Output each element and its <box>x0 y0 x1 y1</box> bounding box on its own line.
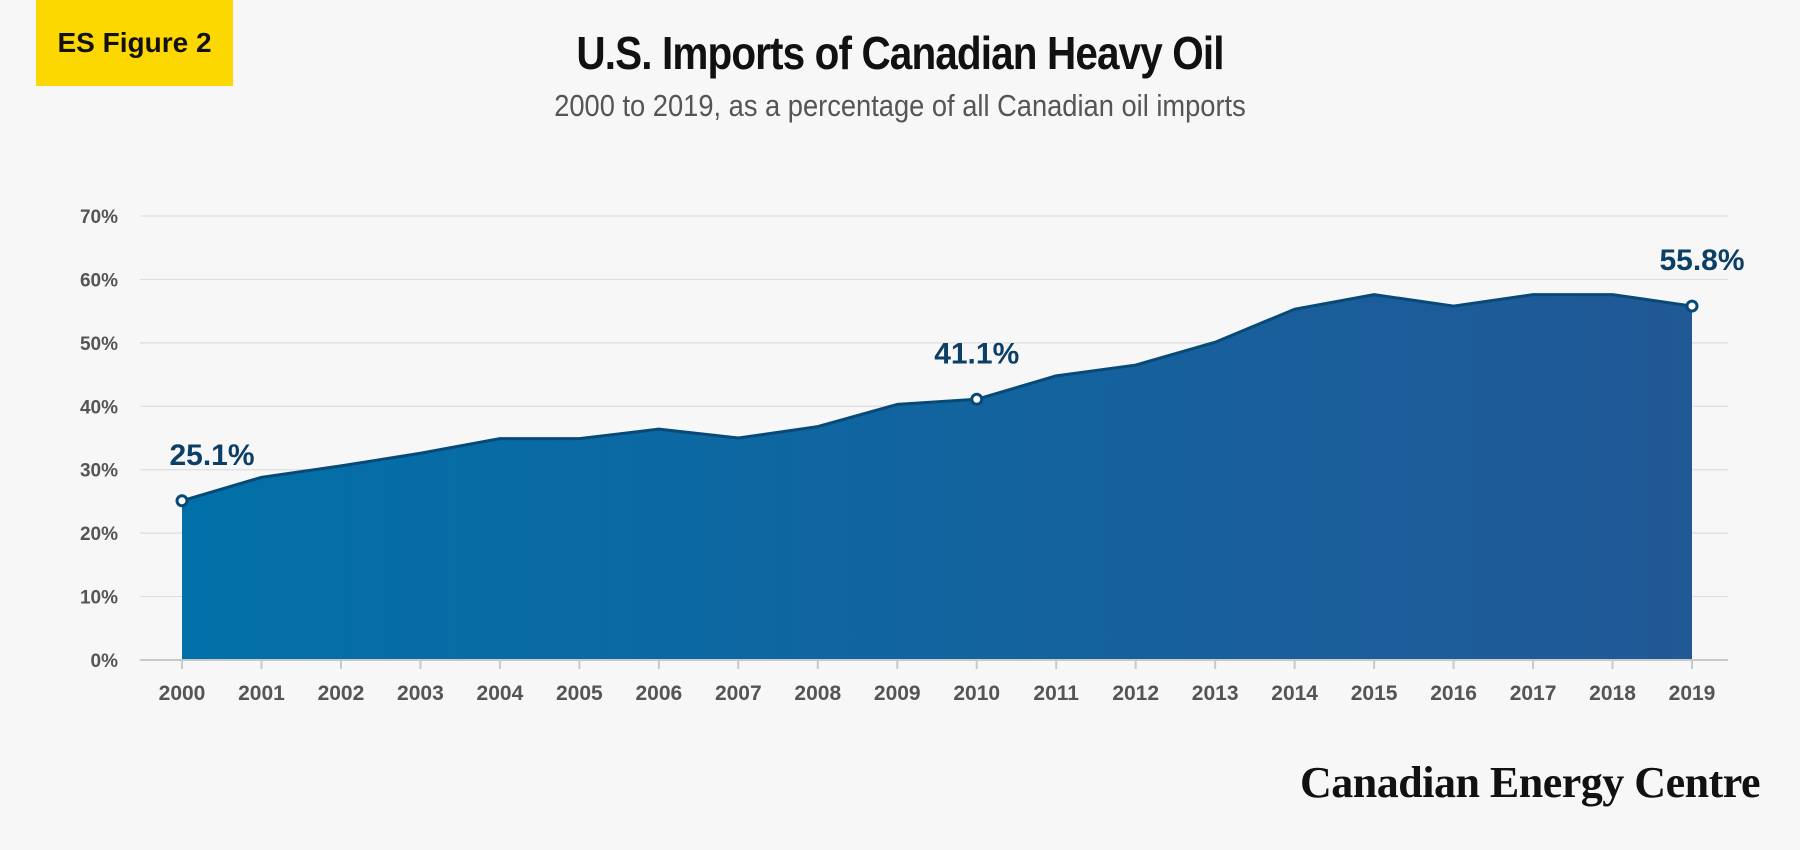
y-tick-label: 0% <box>91 651 119 672</box>
x-tick-label: 2012 <box>1112 682 1159 705</box>
chart-title: U.S. Imports of Canadian Heavy Oil <box>576 27 1224 79</box>
x-tick-label: 2004 <box>477 682 524 705</box>
x-axis <box>140 659 1728 669</box>
brand-logo: Canadian Energy Centre <box>1300 758 1760 807</box>
x-tick-label: 2018 <box>1589 682 1636 705</box>
y-tick-label: 50% <box>80 334 118 355</box>
area-layer <box>181 293 1693 660</box>
annotation-marker <box>175 494 189 508</box>
x-tick-label: 2005 <box>556 682 603 705</box>
x-tick-label: 2016 <box>1430 682 1477 705</box>
x-tick-label: 2000 <box>159 682 206 705</box>
x-tick-label: 2017 <box>1510 682 1557 705</box>
figure-badge: ES Figure 2 <box>36 0 233 86</box>
x-tick-label: 2010 <box>953 682 1000 705</box>
area-fill <box>182 294 1692 660</box>
y-tick-label: 40% <box>80 397 118 418</box>
annotations: 25.1% 41.1% 55.8% <box>169 244 1745 508</box>
annotation-marker <box>1685 299 1699 313</box>
x-tick-label: 2014 <box>1271 682 1318 705</box>
x-tick-label: 2011 <box>1033 682 1079 705</box>
x-tick-label: 2008 <box>794 682 841 705</box>
x-axis-labels: 2000 2001 2002 2003 2004 2005 2006 2007 2008 2009… <box>159 682 1716 705</box>
x-tick-label: 2002 <box>318 682 365 705</box>
x-tick-label: 2009 <box>874 682 921 705</box>
chart-subtitle: 2000 to 2019, as a percentage of all Can… <box>554 88 1246 123</box>
x-tick-label: 2003 <box>397 682 444 705</box>
x-tick-label: 2001 <box>238 682 285 705</box>
y-tick-label: 10% <box>80 588 118 609</box>
data-label: 55.8% <box>1659 244 1744 277</box>
x-tick-label: 2006 <box>635 682 682 705</box>
y-tick-label: 20% <box>80 524 118 545</box>
y-axis-labels: 0% 10% 20% 30% 40% 50% 60% 70% <box>80 207 118 672</box>
x-tick-label: 2007 <box>715 682 762 705</box>
x-tick-label: 2019 <box>1669 682 1716 705</box>
x-tick-label: 2015 <box>1351 682 1398 705</box>
x-tick-label: 2013 <box>1192 682 1239 705</box>
y-tick-label: 30% <box>80 461 118 482</box>
annotation-marker <box>970 392 984 406</box>
y-tick-label: 70% <box>80 207 118 228</box>
y-tick-label: 60% <box>80 270 118 291</box>
data-label: 41.1% <box>934 337 1019 370</box>
series-line <box>181 293 1693 503</box>
data-label: 25.1% <box>169 439 254 472</box>
